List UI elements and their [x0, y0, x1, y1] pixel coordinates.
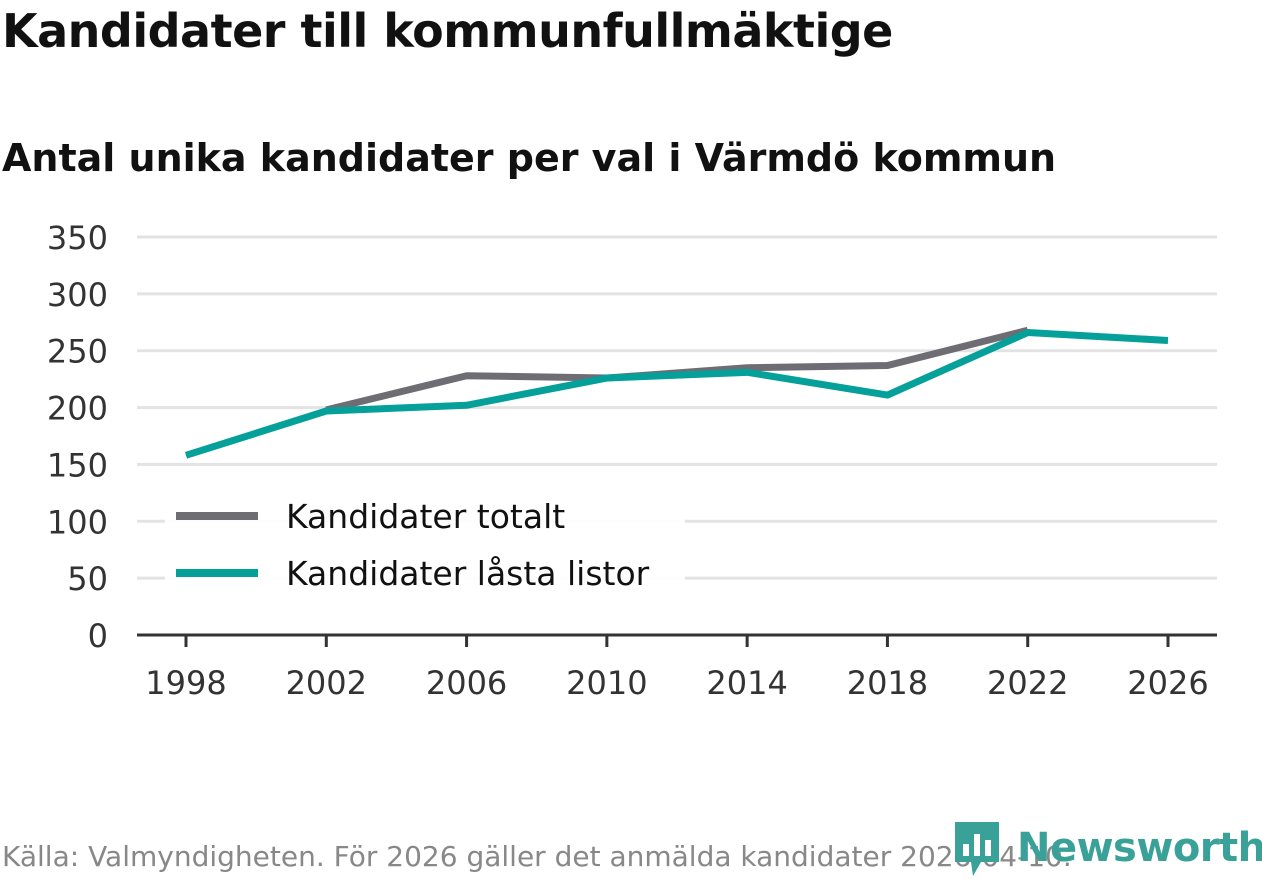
- y-tick-label: 300: [47, 276, 108, 314]
- x-tick-label: 2014: [706, 664, 787, 702]
- y-tick-label: 100: [47, 503, 108, 541]
- series-line-2: [184, 329, 1169, 459]
- x-tick-label: 2026: [1127, 664, 1208, 702]
- line-chart: 0 50 100 150 200 250 300 350 1998 2002 2006 2010 201…: [47, 219, 1217, 702]
- x-tick-label: 1998: [145, 664, 226, 702]
- bar-chart-icon: [955, 822, 999, 876]
- newsworthy-logo: Newsworthy: [951, 818, 1262, 878]
- legend-label: Kandidater låsta listor: [286, 554, 650, 593]
- brand-name: Newsworthy: [1017, 825, 1262, 871]
- y-tick-label: 50: [67, 560, 108, 598]
- x-tick-label: 2022: [987, 664, 1068, 702]
- y-tick-label: 350: [47, 219, 108, 257]
- chart-subtitle: Antal unika kandidater per val i Värmdö …: [2, 136, 1057, 180]
- y-tick-label: 0: [88, 617, 108, 655]
- legend-label: Kandidater totalt: [286, 497, 565, 536]
- x-tick-label: 2002: [286, 664, 367, 702]
- y-tick-label: 150: [47, 446, 108, 484]
- source-note: Källa: Valmyndigheten. För 2026 gäller d…: [2, 840, 1072, 873]
- x-tick-label: 2006: [426, 664, 507, 702]
- x-tick-label: 2010: [566, 664, 647, 702]
- y-tick-label: 250: [47, 333, 108, 371]
- y-tick-label: 200: [47, 390, 108, 428]
- x-tick-label: 2018: [847, 664, 928, 702]
- legend-background: [165, 490, 685, 600]
- chart-title: Kandidater till kommunfullmäktige: [2, 4, 893, 58]
- series-line-1: [325, 326, 1029, 414]
